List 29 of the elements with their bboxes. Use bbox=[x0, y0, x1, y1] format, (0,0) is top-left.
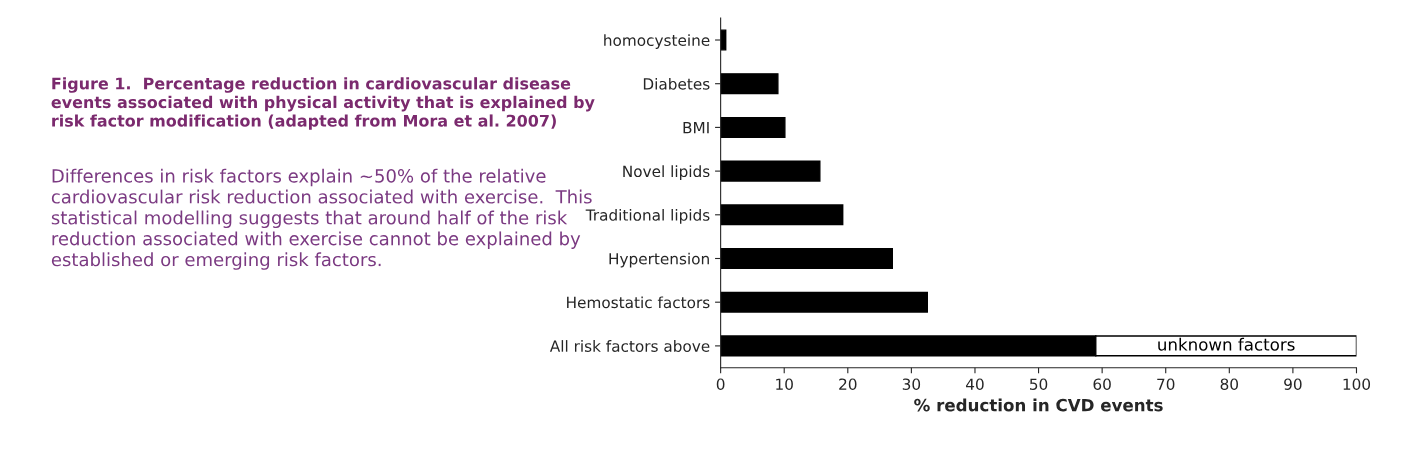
y-tick-label: Novel lipids bbox=[623, 165, 710, 181]
x-tick-label: 40 bbox=[966, 378, 984, 390]
x-tick-label: 30 bbox=[902, 378, 921, 390]
y-tick-label: Diabetes bbox=[643, 77, 710, 90]
x-tick-label: 100 bbox=[1343, 378, 1371, 390]
x-tick-label: 0 bbox=[716, 378, 725, 390]
y-tick-label: Hypertension bbox=[609, 252, 709, 268]
x-tick-label: 50 bbox=[1030, 378, 1048, 390]
x-tick-label: 60 bbox=[1093, 378, 1111, 390]
y-tick-label: All risk factors above bbox=[549, 340, 710, 352]
bar bbox=[720, 247, 894, 270]
y-tick-label: Traditional lipids bbox=[585, 208, 710, 224]
bar bbox=[720, 291, 928, 313]
x-axis-title: % reduction in CVD events bbox=[914, 398, 1163, 412]
x-tick-label: 80 bbox=[1220, 378, 1239, 390]
x-tick-label: 10 bbox=[776, 378, 793, 390]
bar bbox=[720, 204, 844, 226]
x-tick-label: 70 bbox=[1157, 378, 1175, 390]
text: Figure 1. Percentage reduction in cardiovascular disease events associated with physical activity that is explained by risk factor modification (adapted from Mora et al. 2007) bbox=[51, 77, 595, 130]
bar bbox=[720, 73, 779, 95]
y-tick-label: BMI bbox=[683, 122, 709, 134]
x-tick-label: 20 bbox=[839, 378, 857, 390]
bar bbox=[720, 116, 786, 138]
bar bbox=[720, 160, 821, 182]
y-tick-label: homocysteine bbox=[604, 34, 710, 49]
bar bbox=[720, 29, 727, 51]
x-tick-label: 90 bbox=[1284, 378, 1302, 390]
y-tick-label: Hemostatic factors bbox=[567, 296, 710, 309]
series-label: unknown factors bbox=[1158, 337, 1295, 351]
